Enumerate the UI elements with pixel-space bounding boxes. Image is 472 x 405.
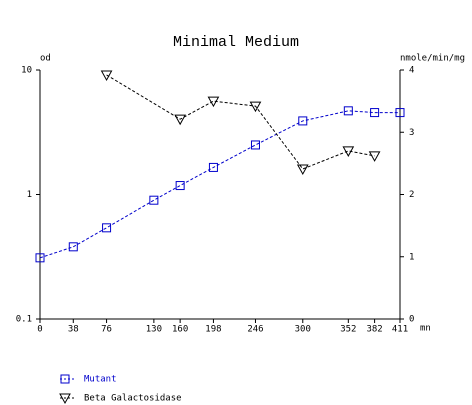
x-tick-label: 352 bbox=[340, 325, 356, 335]
data-point bbox=[370, 108, 380, 118]
data-point bbox=[35, 253, 45, 263]
data-point bbox=[298, 116, 308, 126]
y2-axis-label: nmole/min/mg bbox=[400, 54, 465, 64]
chart-title: Minimal Medium bbox=[173, 34, 299, 51]
y2-tick-label: 0 bbox=[409, 315, 414, 325]
x-tick-label: 411 bbox=[392, 325, 408, 335]
data-point bbox=[395, 108, 405, 118]
y2-tick-label: 4 bbox=[409, 66, 414, 76]
x-tick-label: 130 bbox=[146, 325, 162, 335]
y-tick-label: 0.1 bbox=[16, 315, 32, 325]
data-point bbox=[208, 162, 218, 172]
x-tick-label: 160 bbox=[172, 325, 188, 335]
x-tick-label: 300 bbox=[295, 325, 311, 335]
x-axis-label: mn bbox=[420, 324, 431, 334]
data-point bbox=[296, 164, 309, 176]
x-tick-label: 0 bbox=[37, 325, 42, 335]
data-point bbox=[342, 146, 355, 157]
data-point bbox=[249, 101, 262, 113]
data-point bbox=[250, 140, 260, 150]
y-tick-label: 10 bbox=[21, 66, 32, 76]
legend-marker bbox=[60, 374, 70, 384]
data-point bbox=[368, 151, 381, 162]
x-tick-label: 76 bbox=[101, 325, 112, 335]
y-tick-label: 1 bbox=[27, 190, 32, 200]
data-point bbox=[343, 106, 353, 116]
x-tick-label: 198 bbox=[205, 325, 221, 335]
data-point bbox=[102, 223, 112, 233]
y2-tick-label: 3 bbox=[409, 128, 414, 138]
x-tick-label: 38 bbox=[68, 325, 79, 335]
legend-marker bbox=[59, 393, 71, 405]
data-point bbox=[100, 70, 113, 82]
data-point bbox=[175, 181, 185, 191]
series-line bbox=[39, 110, 400, 259]
series-line bbox=[106, 74, 375, 170]
data-point bbox=[68, 242, 78, 252]
x-tick-label: 382 bbox=[366, 325, 382, 335]
x-tick-label: 246 bbox=[247, 325, 263, 335]
y2-tick-label: 2 bbox=[409, 190, 414, 200]
legend-label: Mutant bbox=[84, 375, 117, 385]
data-point bbox=[149, 195, 159, 205]
data-point bbox=[174, 114, 186, 126]
legend-label: Beta Galactosidase bbox=[84, 394, 182, 404]
data-point bbox=[207, 96, 220, 108]
y-axis-label: od bbox=[40, 54, 51, 64]
y2-tick-label: 1 bbox=[409, 252, 414, 262]
